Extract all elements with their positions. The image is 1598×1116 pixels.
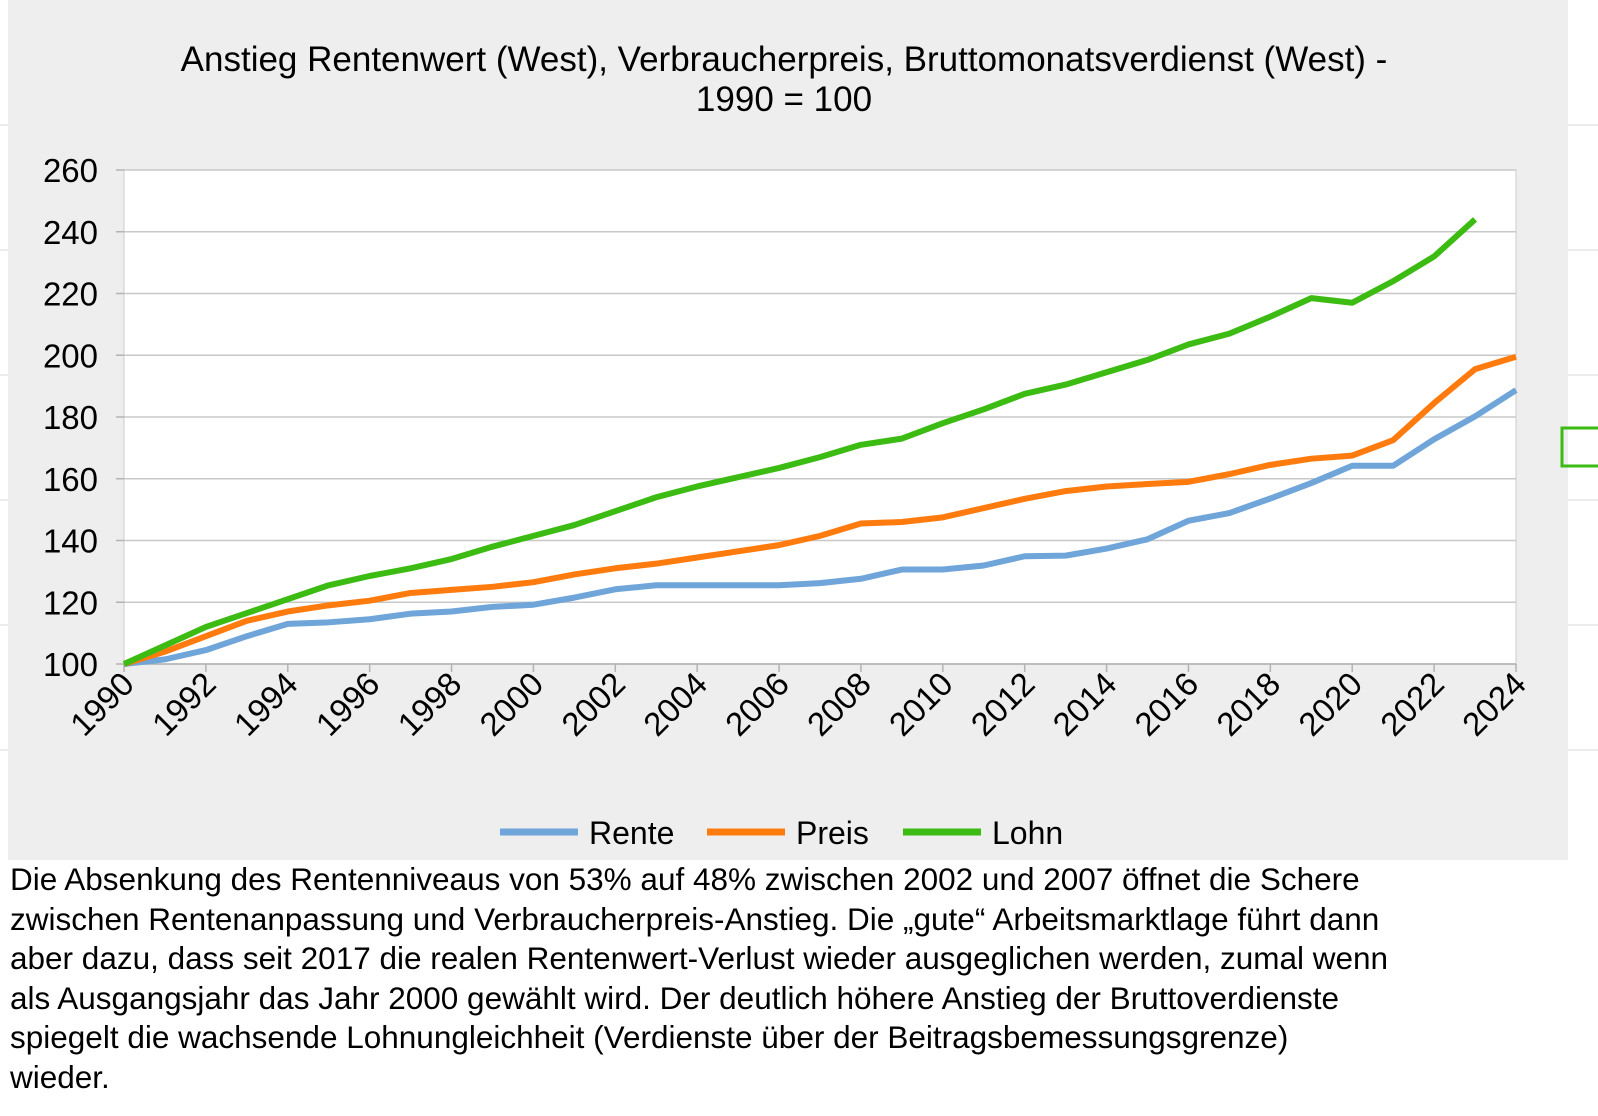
sheet-grid [0, 124, 1598, 751]
description-line: wieder. [10, 1058, 110, 1095]
chart-title: Anstieg Rentenwert (West), Verbraucherpr… [180, 40, 1388, 119]
y-tick-label: 100 [43, 646, 98, 683]
description-line: Die Absenkung des Rentenniveaus von 53% … [10, 861, 1360, 897]
legend-label: Rente [589, 815, 674, 851]
legend-label: Preis [796, 815, 869, 851]
y-tick-label: 200 [43, 337, 98, 374]
description-line: spiegelt die wachsende Lohnungleichheit … [10, 1019, 1289, 1055]
series-line [122, 217, 1478, 667]
y-tick-label: 160 [43, 461, 98, 498]
y-tick-label: 180 [43, 399, 98, 436]
y-tick-label: 120 [43, 584, 98, 621]
series-line [123, 387, 1518, 667]
y-tick-label: 220 [43, 276, 98, 313]
y-tick-label: 260 [43, 152, 98, 189]
legend-label: Lohn [992, 815, 1063, 851]
y-tick-label: 240 [43, 214, 98, 251]
series-line [123, 353, 1517, 667]
description-line: zwischen Rentenanpassung und Verbraucher… [10, 900, 1380, 937]
selection-handle [1560, 426, 1598, 468]
y-tick-label: 140 [43, 523, 98, 560]
description-line: aber dazu, dass seit 2017 die realen Ren… [10, 940, 1389, 976]
description-line: als Ausgangsjahr das Jahr 2000 gewählt w… [10, 979, 1340, 1016]
description: Die Absenkung des Rentenniveaus von 53% … [10, 860, 1388, 1097]
